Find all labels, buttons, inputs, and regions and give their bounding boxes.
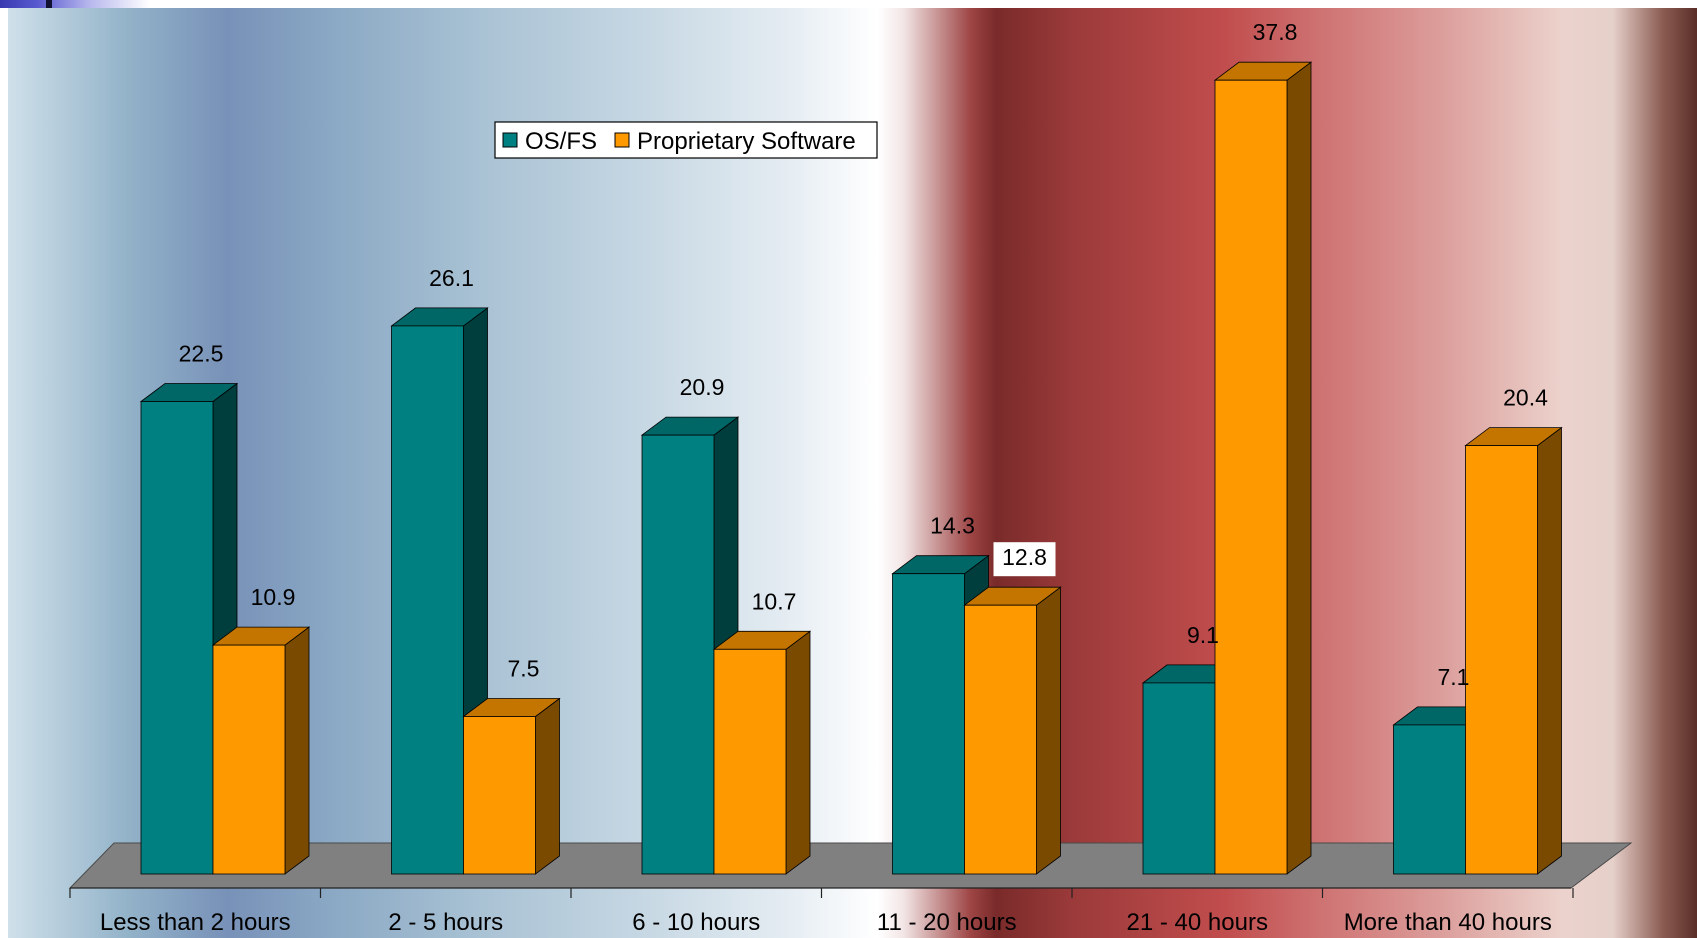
data-label: 10.9 (251, 584, 296, 610)
bar-front (1465, 445, 1538, 875)
bar-side (1036, 586, 1061, 875)
legend-swatch-series-1 (614, 132, 630, 148)
bar-side (785, 630, 811, 875)
category-label: 21 - 40 hours (1127, 909, 1268, 936)
bar-front (892, 573, 965, 875)
bar-side (1286, 61, 1312, 875)
bar-front (1214, 79, 1288, 875)
legend-label-series-0: OS/FS (525, 128, 597, 155)
data-label: 7.5 (508, 656, 540, 682)
legend-label-series-1: Proprietary Software (637, 128, 856, 155)
data-label: 22.5 (179, 341, 224, 367)
bar-front (212, 644, 286, 875)
category-label: 2 - 5 hours (388, 909, 503, 936)
data-label: 14.3 (930, 513, 975, 539)
bar-1-0 (211, 626, 311, 875)
bar-front (964, 604, 1037, 875)
bar-front (463, 716, 536, 875)
bar-side (1537, 426, 1562, 875)
bar-0-0 (139, 382, 239, 875)
bar-1-5 (1464, 426, 1563, 875)
data-label: 26.1 (429, 265, 474, 291)
data-label: 20.9 (680, 374, 725, 400)
data-label: 20.4 (1503, 385, 1548, 411)
data-label: 10.7 (752, 588, 797, 614)
bars (139, 61, 1563, 875)
data-label: 37.8 (1253, 19, 1298, 45)
category-label: Less than 2 hours (100, 909, 291, 936)
bar-1-4 (1213, 61, 1313, 875)
corner-decoration (0, 0, 150, 8)
category-label: 6 - 10 hours (632, 909, 760, 936)
bar-front (1393, 724, 1466, 875)
bar-side (535, 697, 560, 875)
legend: OS/FS Proprietary Software (494, 121, 878, 159)
bar-1-2 (712, 630, 812, 875)
bar-1-3 (963, 586, 1062, 875)
category-label: 11 - 20 hours (877, 909, 1017, 936)
legend-swatch-series-0 (502, 132, 518, 148)
category-label: More than 40 hours (1344, 909, 1552, 936)
legend-box (494, 121, 878, 159)
bar-front (1142, 682, 1216, 875)
bar-side (284, 626, 310, 875)
data-label-box (993, 542, 1056, 577)
data-label: 7.1 (1438, 664, 1470, 690)
bar-front (140, 401, 214, 875)
bar-front (391, 325, 464, 875)
bar-front (713, 648, 787, 875)
category-axis: Less than 2 hours 2 - 5 hours 6 - 10 hours… (69, 887, 1574, 936)
bar-front (641, 434, 715, 875)
data-label: 9.1 (1187, 622, 1219, 648)
data-label: 12.8 (1002, 544, 1047, 570)
data-labels: 22.5 10.9 26.1 7.5 20.9 10.7 14.3 12.8 9.1 37.8 7.… (179, 19, 1548, 690)
bar-1-1 (462, 697, 561, 875)
